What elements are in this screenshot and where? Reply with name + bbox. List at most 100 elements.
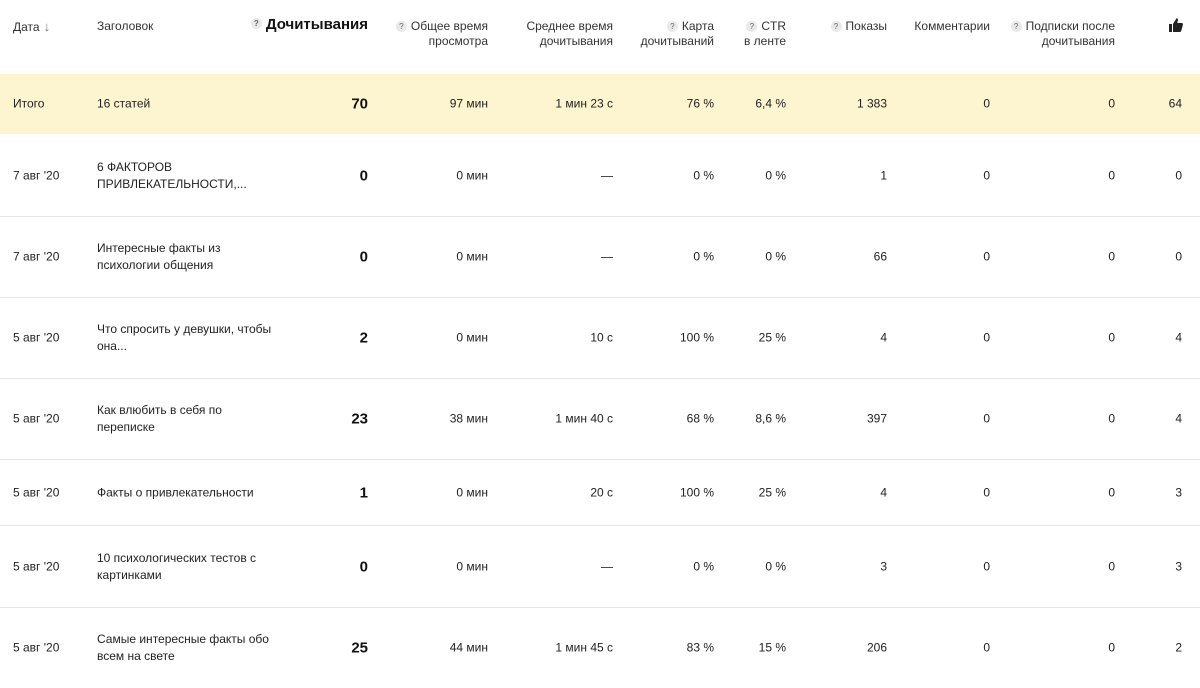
help-icon[interactable]: ? (1010, 21, 1022, 32)
thumbs-up-icon[interactable] (1168, 17, 1184, 33)
cell-avg-time: 1 мин 45 с (555, 640, 613, 655)
cell-title[interactable]: 6 ФАКТОРОВ ПРИВЛЕКАТЕЛЬНОСТИ,... (97, 159, 247, 191)
cell-avg-time: 10 с (590, 330, 613, 345)
cell-comments: 0 (983, 559, 990, 573)
cell-date: Итого (13, 96, 45, 111)
cell-avg-time: — (601, 249, 613, 264)
cell-likes: 0 (1175, 168, 1182, 182)
cell-avg-time: — (601, 168, 613, 182)
table-header: Дата ↓ Заголовок ? Дочитывания ? Общее врем… (0, 0, 1200, 74)
column-header-avg-time-line1: Среднее время (526, 19, 613, 33)
cell-subs: 0 (1108, 168, 1115, 182)
cell-comments: 0 (983, 168, 990, 182)
column-header-title[interactable]: Заголовок (97, 19, 154, 33)
help-icon[interactable]: ? (746, 21, 758, 32)
cell-date: 7 авг '20 (13, 168, 60, 182)
cell-read-map: 0 % (693, 559, 714, 573)
table-row[interactable]: 7 авг '20 Интересные факты из психологии… (0, 217, 1200, 298)
cell-comments: 0 (983, 411, 990, 426)
cell-ctr: 25 % (758, 485, 786, 499)
cell-avg-time: 1 мин 40 с (555, 411, 613, 426)
help-icon[interactable]: ? (395, 21, 407, 32)
cell-title[interactable]: Что спросить у девушки, чтобы она... (97, 322, 272, 353)
column-header-shows[interactable]: ? Показы (830, 19, 887, 34)
cell-shows: 206 (866, 640, 887, 655)
cell-subs: 0 (1108, 96, 1115, 111)
cell-total-time: 0 мин (456, 249, 488, 264)
cell-title[interactable]: Самые интересные факты обо всем на свете (97, 632, 269, 663)
sort-arrow-icon[interactable]: ↓ (43, 19, 51, 34)
cell-date: 5 авг '20 (13, 411, 60, 426)
table-row[interactable]: 7 авг '20 6 ФАКТОРОВ ПРИВЛЕКАТЕЛЬНОСТИ,.… (0, 135, 1200, 217)
table-row[interactable]: 5 авг '20 Что спросить у девушки, чтобы … (0, 298, 1200, 379)
cell-read-map: 83 % (686, 640, 714, 655)
cell-date: 5 авг '20 (13, 485, 60, 499)
table-row[interactable]: 5 авг '20 Как влюбить в себя по переписк… (0, 379, 1200, 460)
cell-reads: 0 (359, 558, 368, 575)
cell-ctr: 15 % (758, 640, 786, 655)
table-row[interactable]: 5 авг '20 10 психологических тестов с ка… (0, 526, 1200, 608)
cell-shows: 397 (866, 411, 887, 426)
cell-shows: 3 (880, 559, 887, 573)
cell-date: 5 авг '20 (13, 559, 60, 573)
cell-total-time: 0 мин (456, 330, 488, 345)
cell-title[interactable]: Интересные факты из психологии общения (97, 241, 221, 272)
cell-likes: 0 (1175, 249, 1182, 264)
column-header-subs-line2: дочитывания (1041, 34, 1115, 48)
table-row[interactable]: 5 авг '20 Факты о привлекательности 1 0 … (0, 460, 1200, 526)
column-header-ctr[interactable]: ? CTR в ленте (744, 19, 786, 49)
cell-comments: 0 (983, 96, 990, 111)
cell-subs: 0 (1108, 485, 1115, 499)
cell-likes: 3 (1175, 485, 1182, 499)
column-header-date[interactable]: Дата ↓ (13, 19, 50, 35)
cell-date: 5 авг '20 (13, 640, 60, 655)
cell-read-map: 0 % (693, 249, 714, 264)
cell-subs: 0 (1108, 411, 1115, 426)
column-header-reads-label: Дочитывания (265, 16, 368, 33)
cell-comments: 0 (983, 485, 990, 499)
cell-reads: 0 (359, 167, 368, 184)
cell-total-time: 38 мин (449, 411, 488, 426)
cell-likes: 2 (1175, 640, 1182, 655)
table-row-total[interactable]: Итого 16 статей 70 97 мин 1 мин 23 с 76 … (0, 74, 1200, 134)
help-icon[interactable]: ? (666, 21, 678, 32)
cell-likes: 4 (1175, 330, 1182, 345)
cell-comments: 0 (983, 249, 990, 264)
cell-ctr: 8,6 % (755, 411, 786, 426)
cell-title[interactable]: Как влюбить в себя по переписке (97, 403, 222, 434)
cell-total-time: 0 мин (456, 559, 488, 573)
column-header-comments[interactable]: Комментарии (914, 19, 990, 33)
cell-total-time: 97 мин (449, 96, 488, 111)
cell-ctr: 6,4 % (755, 96, 786, 111)
cell-total-time: 0 мин (456, 485, 488, 499)
column-header-avg-time[interactable]: Среднее время дочитывания (526, 19, 613, 49)
cell-ctr: 0 % (765, 168, 786, 182)
cell-total-time: 44 мин (449, 640, 488, 655)
cell-comments: 0 (983, 640, 990, 655)
cell-ctr: 0 % (765, 249, 786, 264)
cell-shows: 66 (873, 249, 887, 264)
help-icon[interactable]: ? (830, 21, 842, 32)
cell-reads: 70 (351, 95, 368, 113)
cell-date: 5 авг '20 (13, 330, 60, 345)
cell-title[interactable]: 10 психологических тестов с картинками (97, 550, 257, 582)
column-header-subs[interactable]: ? Подписки после дочитывания (1010, 19, 1115, 49)
cell-reads: 1 (359, 484, 368, 501)
cell-avg-time: 1 мин 23 с (555, 96, 613, 111)
column-header-read-map[interactable]: ? Карта дочитываний (641, 19, 714, 49)
cell-likes: 64 (1168, 96, 1182, 111)
cell-title[interactable]: Факты о привлекательности (97, 485, 254, 499)
cell-avg-time: 20 с (590, 485, 613, 499)
column-header-reads[interactable]: ? Дочитывания (250, 16, 368, 34)
cell-read-map: 0 % (693, 168, 714, 182)
column-header-shows-label: Показы (845, 19, 887, 33)
cell-comments: 0 (983, 330, 990, 345)
cell-likes: 3 (1175, 559, 1182, 573)
cell-total-time: 0 мин (456, 168, 488, 182)
cell-date: 7 авг '20 (13, 249, 60, 264)
cell-reads: 25 (351, 639, 368, 657)
column-header-total-time[interactable]: ? Общее время просмотра (395, 19, 488, 49)
cell-subs: 0 (1108, 249, 1115, 264)
table-row[interactable]: 5 авг '20 Самые интересные факты обо все… (0, 608, 1200, 688)
help-icon[interactable]: ? (250, 18, 262, 29)
